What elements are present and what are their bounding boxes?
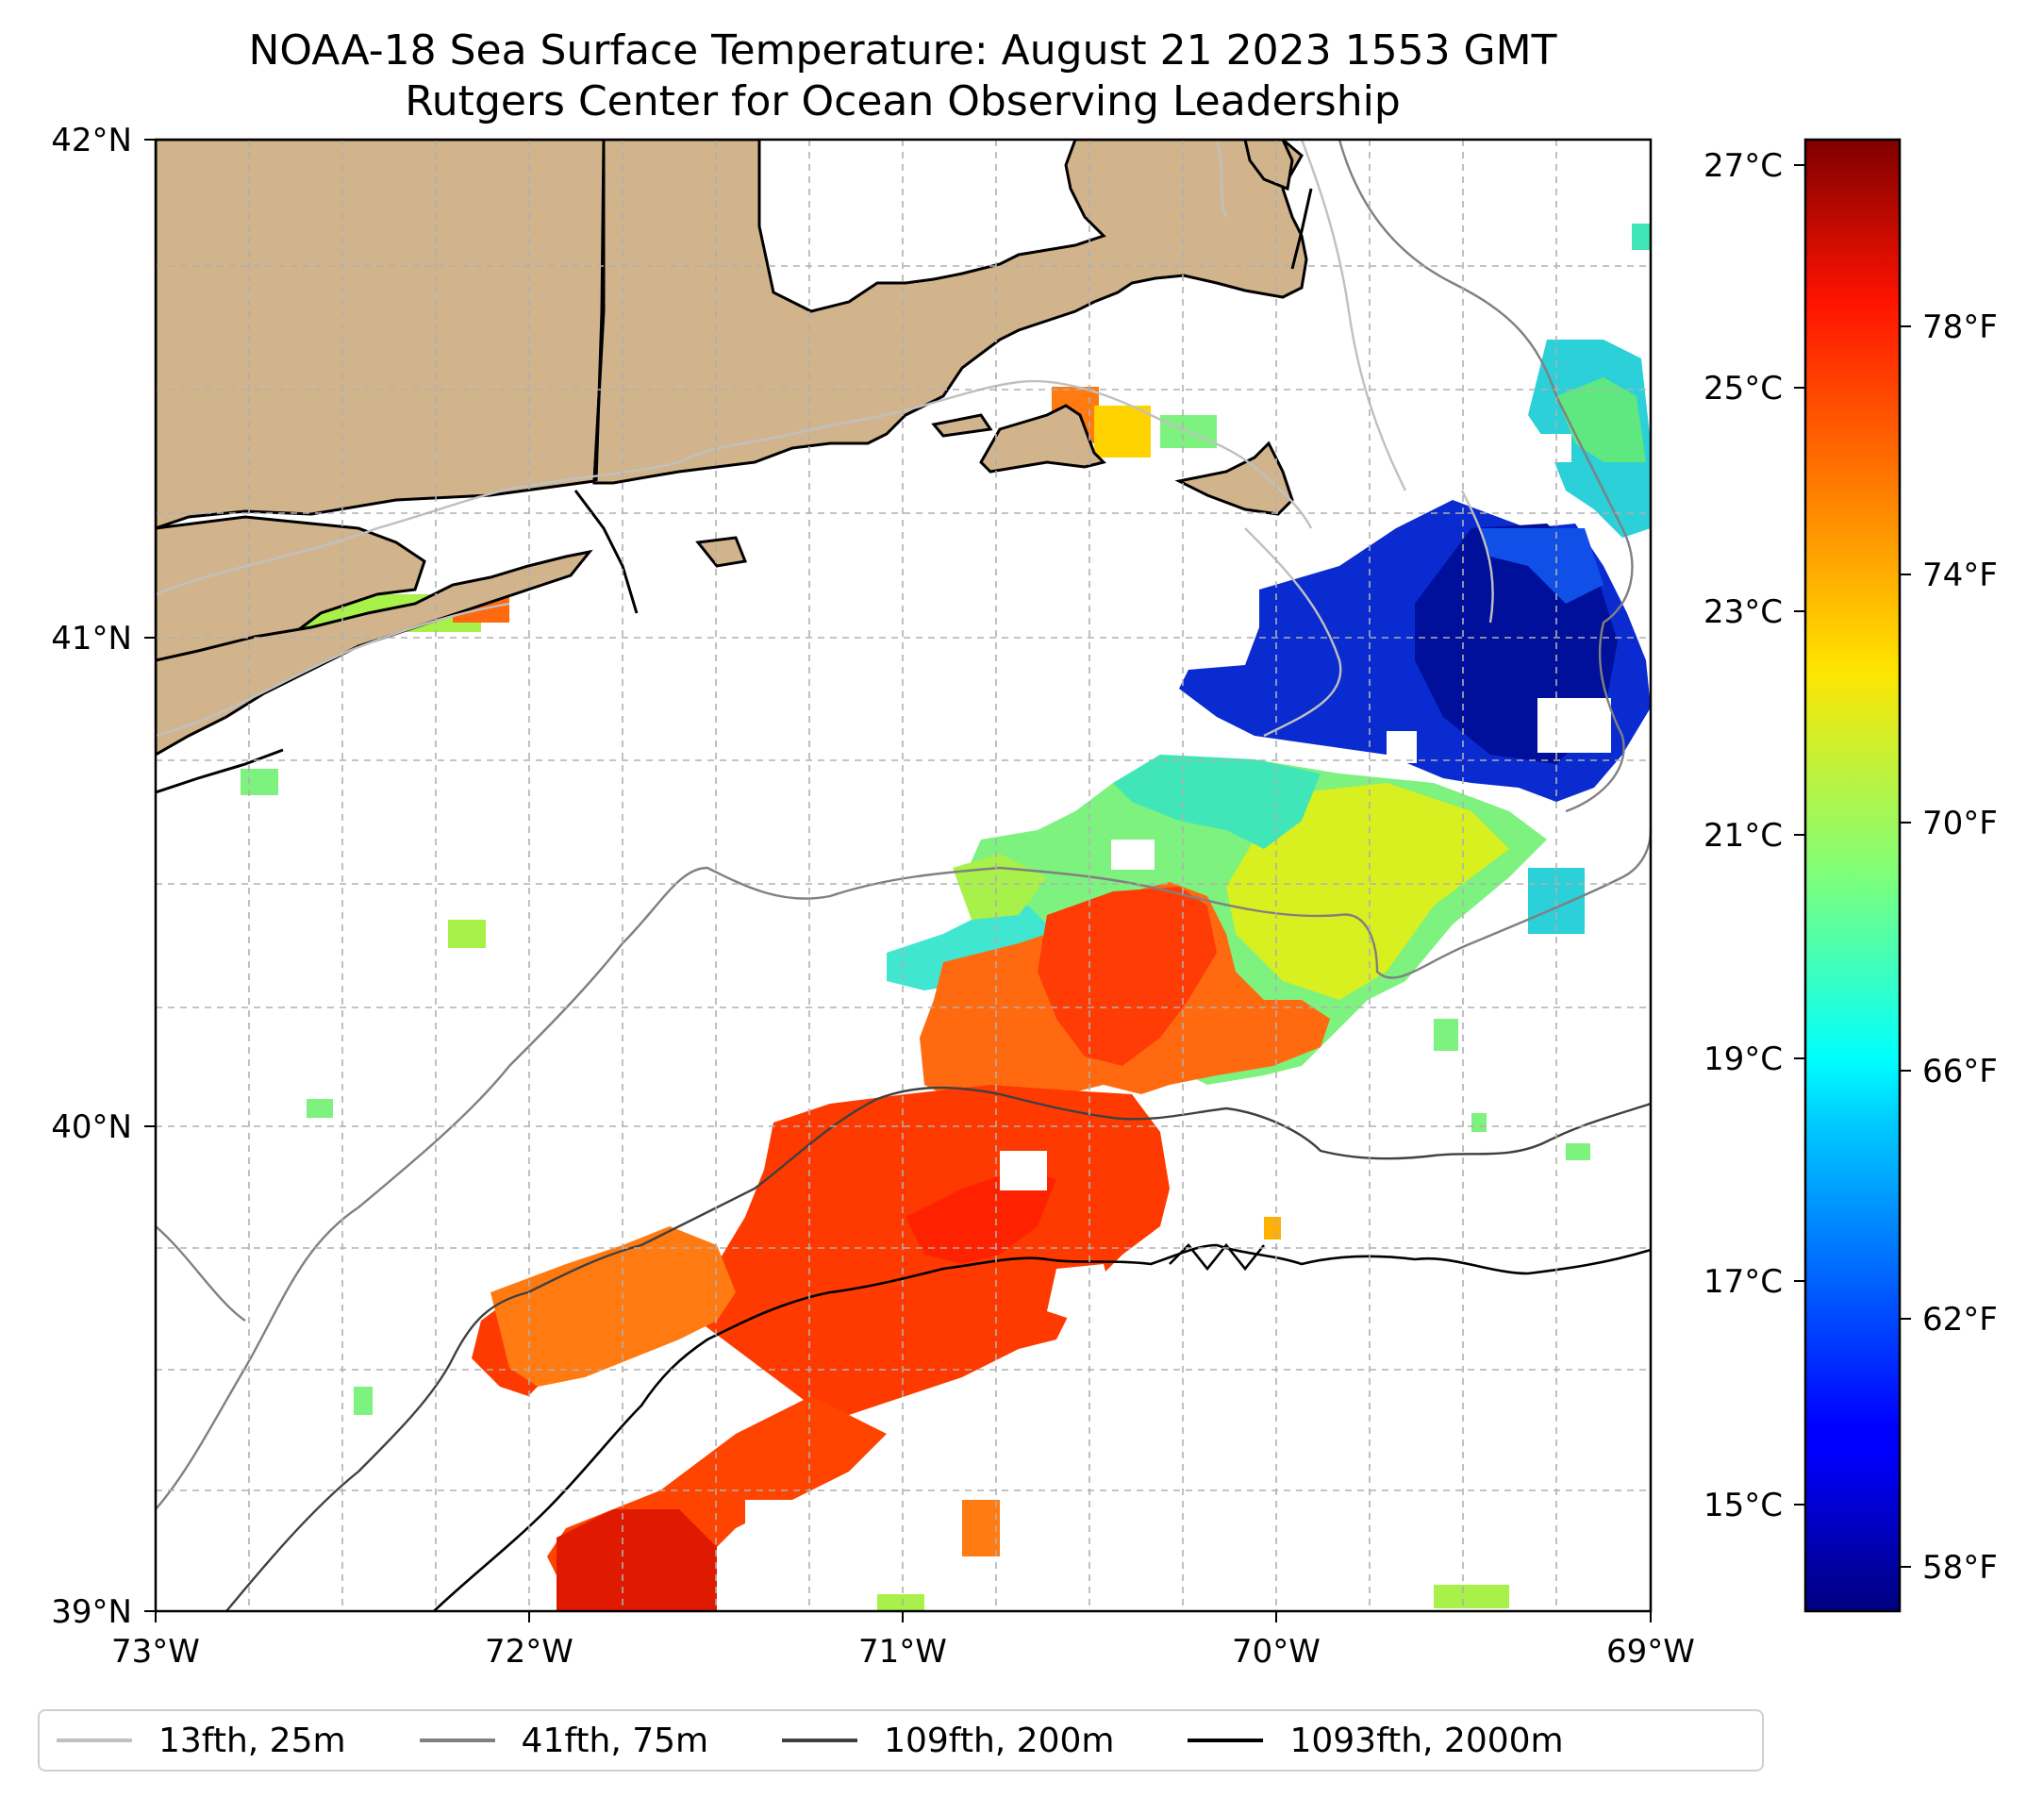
legend-label-75m: 41fth, 75m [521, 1721, 709, 1760]
isobath-75m [156, 140, 1651, 1510]
graticule [156, 140, 1651, 1611]
colorbar-f-70: 70°F [1922, 805, 1998, 842]
colorbar-c-19: 19°C [1703, 1040, 1783, 1078]
legend-line-2000m [1188, 1739, 1264, 1742]
legend-label-2000m: 1093fth, 2000m [1289, 1721, 1564, 1760]
colorbar [1803, 138, 1902, 1613]
isobath-200m [225, 1086, 1651, 1611]
colorbar-f-58: 58°F [1922, 1549, 1998, 1587]
chart-subtitle: Rutgers Center for Ocean Observing Leade… [405, 77, 1401, 125]
colorbar-f-74: 74°F [1922, 557, 1998, 594]
sst-transition-band [887, 755, 1547, 1085]
map-ticks [144, 139, 1652, 1622]
colorbar-f-78: 78°F [1922, 308, 1998, 346]
lon-tick-69: 69°W [1606, 1633, 1695, 1671]
lon-tick-70: 70°W [1232, 1633, 1321, 1671]
legend-line-25m [57, 1739, 132, 1742]
isobath-legend: 13fth, 25m 41fth, 75m 109fth, 200m 1093f… [38, 1709, 1764, 1772]
isobath-25m [156, 140, 1494, 738]
sst-cold-pool [1179, 340, 1651, 802]
colorbar-f-66: 66°F [1922, 1053, 1998, 1090]
sst-warm-core [472, 882, 1330, 1611]
colorbar-celsius-ticks [1794, 164, 1805, 1506]
map-area [156, 140, 1651, 1611]
legend-line-75m [419, 1739, 495, 1742]
legend-item-2000m: 1093fth, 2000m [1188, 1721, 1564, 1760]
legend-label-25m: 13fth, 25m [158, 1721, 346, 1760]
cloud-gaps [651, 434, 1611, 1566]
colorbar-c-17: 17°C [1703, 1263, 1783, 1301]
legend-item-75m: 41fth, 75m [419, 1721, 709, 1760]
legend-line-200m [782, 1739, 858, 1742]
lat-tick-39: 39°N [51, 1593, 132, 1631]
land [156, 140, 1308, 757]
lon-tick-71: 71°W [858, 1633, 947, 1671]
colorbar-c-27: 27°C [1703, 147, 1783, 185]
coastlines [156, 140, 1313, 794]
colorbar-fahrenheit-ticks [1900, 325, 1911, 1568]
legend-item-25m: 13fth, 25m [57, 1722, 346, 1760]
lon-tick-73: 73°W [111, 1633, 200, 1671]
isobath-2000m [433, 1242, 1651, 1611]
lon-tick-72: 72°W [485, 1633, 573, 1671]
chart-title: NOAA-18 Sea Surface Temperature: August … [249, 26, 1557, 75]
colorbar-c-21: 21°C [1703, 817, 1783, 855]
lat-tick-42: 42°N [51, 122, 132, 159]
colorbar-f-62: 62°F [1922, 1301, 1998, 1339]
lat-tick-40: 40°N [51, 1108, 132, 1146]
legend-item-200m: 109fth, 200m [782, 1722, 1114, 1760]
colorbar-c-23: 23°C [1703, 593, 1783, 631]
legend-label-200m: 109fth, 200m [884, 1721, 1115, 1760]
lat-tick-41: 41°N [51, 620, 132, 657]
colorbar-c-25: 25°C [1703, 370, 1783, 408]
colorbar-c-15: 15°C [1703, 1487, 1783, 1524]
